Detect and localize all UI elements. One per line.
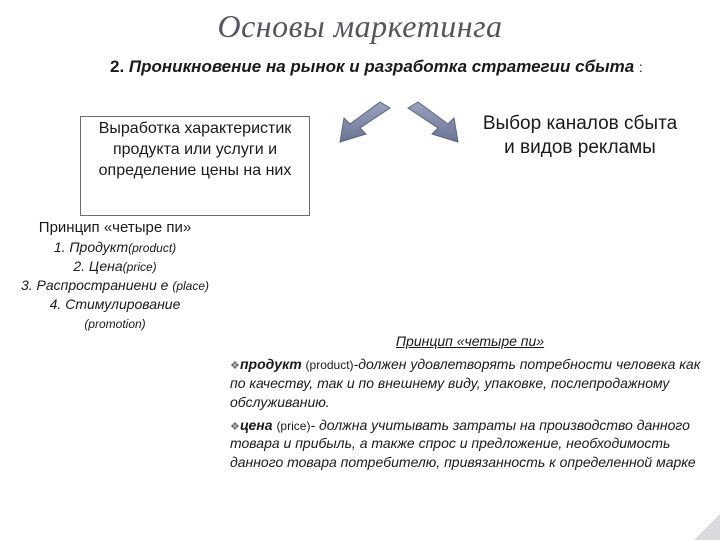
four-p-details: Принцип «четыре пи» продукт (product)-до… [230,332,710,476]
left-box: Выработка характеристик продукта или усл… [80,116,310,216]
page-curl-icon [694,514,720,540]
arrow-right-icon [398,100,468,146]
item-text: Продукт [69,239,128,255]
list-item: 3. Распространиени е (place) [2,276,228,295]
detail-product: продукт (product)-должен удовлетворять п… [230,355,710,412]
item-paren: (price) [123,260,157,274]
detail-paren: (price) [276,419,310,433]
right-box: Выбор каналов сбыта и видов рекламы [475,112,685,160]
four-p-heading: Принцип «четыре пи» [2,218,228,238]
detail-lead: продукт [240,356,302,372]
item-number: 4. [50,296,62,312]
list-item: 4. Стимулирование (promotion) [2,295,228,333]
detail-paren: (product) [306,358,354,372]
item-number: 2. [73,258,85,274]
diamond-bullet-icon [230,355,240,374]
item-paren: (place) [172,279,209,293]
item-text: Распространиени е [37,277,169,293]
item-text: Цена [89,258,123,274]
details-heading: Принцип «четыре пи» [230,332,710,351]
item-number: 3. [21,277,33,293]
list-item: 2. Цена(price) [2,257,228,276]
item-text: Стимулирование [65,296,180,312]
subtitle-number: 2. [110,57,124,76]
detail-price: цена (price)- должна учитывать затраты н… [230,416,710,473]
item-number: 1. [54,239,66,255]
page-title: Основы маркетинга [0,8,720,45]
subtitle-colon: : [639,59,643,75]
four-p-list: Принцип «четыре пи» 1. Продукт(product) … [2,218,228,333]
arrow-left-icon [330,100,400,146]
item-paren: (promotion) [84,317,145,331]
detail-lead: цена [240,417,273,433]
diamond-bullet-icon [230,416,240,435]
item-paren: (product) [128,241,176,255]
subtitle: 2. Проникновение на рынок и разработка с… [110,56,670,77]
subtitle-text: Проникновение на рынок и разработка стра… [129,57,634,76]
list-item: 1. Продукт(product) [2,238,228,257]
